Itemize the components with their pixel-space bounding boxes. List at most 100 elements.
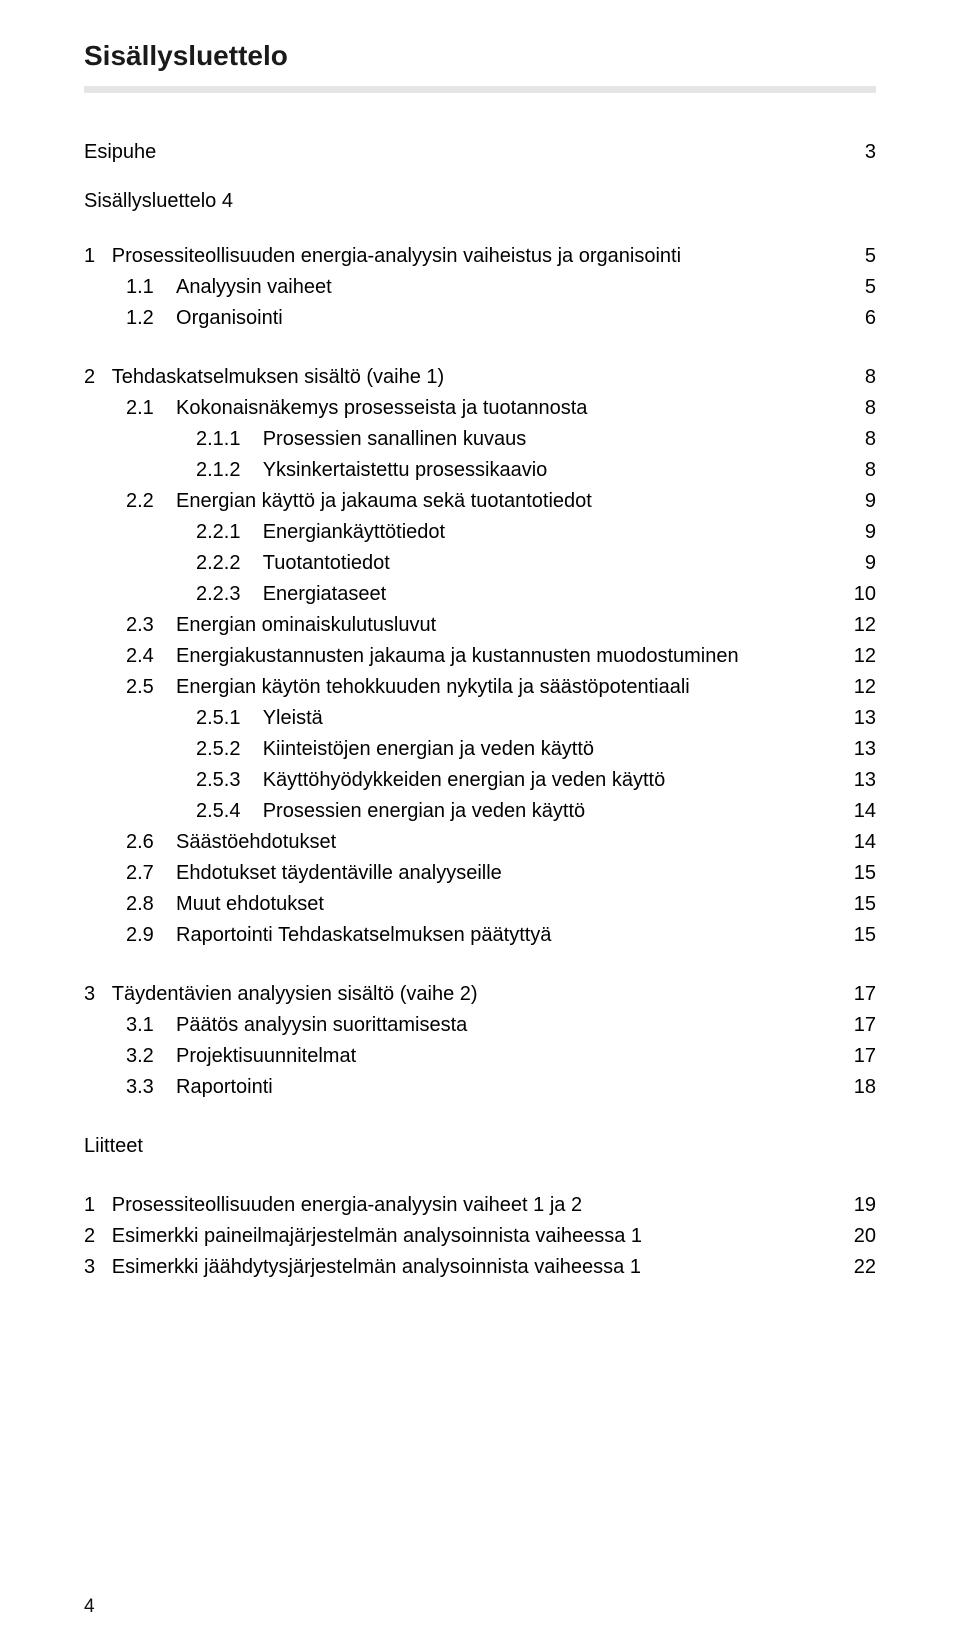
toc-entry: 2.6 Säästöehdotukset14 — [84, 827, 876, 858]
toc-section: 1 Prosessiteollisuuden energia-analyysin… — [84, 241, 876, 334]
toc-entry-page: 13 — [826, 734, 876, 765]
toc-entry: 2.5.1 Yleistä13 — [84, 703, 876, 734]
toc-entry-number: 2 — [84, 362, 112, 393]
front-matter-page — [826, 190, 876, 213]
toc-entry-text: Liitteet — [84, 1131, 826, 1162]
toc-section: Liitteet — [84, 1131, 876, 1162]
toc-entry-page: 17 — [826, 1010, 876, 1041]
toc-entry-page: 17 — [826, 1041, 876, 1072]
toc-entry-number: 3.2 — [126, 1041, 176, 1072]
toc-entry-page: 18 — [826, 1072, 876, 1103]
toc-entry-number: 1 — [84, 1190, 112, 1221]
toc-entry-number: 1.1 — [126, 272, 176, 303]
toc-entry-number: 2.5.1 — [196, 703, 263, 734]
toc-entry: 2.8 Muut ehdotukset15 — [84, 889, 876, 920]
toc-section: 2 Tehdaskatselmuksen sisältö (vaihe 1)82… — [84, 362, 876, 951]
toc-entry-page: 17 — [826, 979, 876, 1010]
toc-entry: 2.2.2 Tuotantotiedot9 — [84, 548, 876, 579]
toc-body: 1 Prosessiteollisuuden energia-analyysin… — [84, 241, 876, 1283]
toc-entry: 3.3 Raportointi18 — [84, 1072, 876, 1103]
toc-entry: 2.9 Raportointi Tehdaskatselmuksen pääty… — [84, 920, 876, 951]
toc-entry: 2.3 Energian ominaiskulutusluvut12 — [84, 610, 876, 641]
toc-entry-text: Kiinteistöjen energian ja veden käyttö — [263, 734, 826, 765]
toc-entry-text: Raportointi — [176, 1072, 826, 1103]
toc-entry-page: 12 — [826, 641, 876, 672]
toc-section: 1 Prosessiteollisuuden energia-analyysin… — [84, 1190, 876, 1283]
toc-entry-number: 3.3 — [126, 1072, 176, 1103]
front-matter: Esipuhe3 Sisällysluettelo 4 — [84, 141, 876, 213]
toc-entry-number: 2.5.3 — [196, 765, 263, 796]
toc-entry-text: Raportointi Tehdaskatselmuksen päätyttyä — [176, 920, 826, 951]
toc-entry: 3.1 Päätös analyysin suorittamisesta17 — [84, 1010, 876, 1041]
toc-entry-page: 8 — [826, 424, 876, 455]
toc-entry-page: 12 — [826, 672, 876, 703]
toc-entry-text: Säästöehdotukset — [176, 827, 826, 858]
toc-entry-page: 15 — [826, 889, 876, 920]
toc-entry-number: 2.6 — [126, 827, 176, 858]
toc-entry-number: 2.2.3 — [196, 579, 263, 610]
toc-entry-text: Prosessiteollisuuden energia-analyysin v… — [112, 241, 826, 272]
toc-entry-number: 2.7 — [126, 858, 176, 889]
toc-entry-number: 2.2.1 — [196, 517, 263, 548]
toc-entry: 2.4 Energiakustannusten jakauma ja kusta… — [84, 641, 876, 672]
toc-entry-text: Kokonaisnäkemys prosesseista ja tuotanno… — [176, 393, 826, 424]
toc-entry-text: Energiakustannusten jakauma ja kustannus… — [176, 641, 826, 672]
toc-entry-page: 12 — [826, 610, 876, 641]
footer-page-number: 4 — [84, 1596, 95, 1618]
front-matter-page: 3 — [826, 141, 876, 164]
toc-section: 3 Täydentävien analyysien sisältö (vaihe… — [84, 979, 876, 1103]
front-matter-label: Esipuhe — [84, 141, 826, 164]
toc-entry: Liitteet — [84, 1131, 876, 1162]
toc-entry: 2.5.4 Prosessien energian ja veden käytt… — [84, 796, 876, 827]
toc-entry: 3.2 Projektisuunnitelmat17 — [84, 1041, 876, 1072]
toc-entry-text: Esimerkki paineilmajärjestelmän analysoi… — [112, 1221, 826, 1252]
toc-entry-number: 1.2 — [126, 303, 176, 334]
toc-entry-page: 15 — [826, 920, 876, 951]
toc-entry-page: 13 — [826, 703, 876, 734]
toc-entry-text: Tuotantotiedot — [263, 548, 826, 579]
page-title: Sisällysluettelo — [84, 40, 876, 72]
toc-entry-text: Yksinkertaistettu prosessikaavio — [263, 455, 826, 486]
toc-entry-page: 9 — [826, 548, 876, 579]
horizontal-rule — [84, 86, 876, 93]
toc-entry-page: 15 — [826, 858, 876, 889]
toc-entry-text: Analyysin vaiheet — [176, 272, 826, 303]
toc-entry-text: Päätös analyysin suorittamisesta — [176, 1010, 826, 1041]
toc-entry-page: 13 — [826, 765, 876, 796]
toc-entry-page: 5 — [826, 241, 876, 272]
toc-entry-page: 10 — [826, 579, 876, 610]
toc-entry: 1 Prosessiteollisuuden energia-analyysin… — [84, 1190, 876, 1221]
toc-entry-number: 1 — [84, 241, 112, 272]
toc-entry: 2.2.3 Energiataseet10 — [84, 579, 876, 610]
toc-entry: 2.5.3 Käyttöhyödykkeiden energian ja ved… — [84, 765, 876, 796]
toc-entry-page: 6 — [826, 303, 876, 334]
toc-entry-page: 8 — [826, 393, 876, 424]
toc-entry-number: 2.5.2 — [196, 734, 263, 765]
toc-entry: 2.5.2 Kiinteistöjen energian ja veden kä… — [84, 734, 876, 765]
toc-entry-text: Energian käytön tehokkuuden nykytila ja … — [176, 672, 826, 703]
toc-entry-page: 14 — [826, 827, 876, 858]
toc-entry-page: 14 — [826, 796, 876, 827]
toc-entry-text: Esimerkki jäähdytysjärjestelmän analysoi… — [112, 1252, 826, 1283]
toc-entry-number: 2.1 — [126, 393, 176, 424]
toc-entry-number: 3.1 — [126, 1010, 176, 1041]
toc-entry-number: 2.1.1 — [196, 424, 263, 455]
toc-entry-text: Energian ominaiskulutusluvut — [176, 610, 826, 641]
toc-entry: 2.2.1 Energiankäyttötiedot9 — [84, 517, 876, 548]
toc-entry-text: Ehdotukset täydentäville analyyseille — [176, 858, 826, 889]
toc-entry-page: 20 — [826, 1221, 876, 1252]
toc-entry-text: Energiataseet — [263, 579, 826, 610]
toc-entry: 2.1.1 Prosessien sanallinen kuvaus8 — [84, 424, 876, 455]
page: Sisällysluettelo Esipuhe3Sisällysluettel… — [0, 0, 960, 1646]
toc-entry-number: 3 — [84, 1252, 112, 1283]
toc-entry-number: 2.2 — [126, 486, 176, 517]
toc-entry-text: Energiankäyttötiedot — [263, 517, 826, 548]
toc-entry-text: Prosessien energian ja veden käyttö — [263, 796, 826, 827]
front-matter-label: Sisällysluettelo 4 — [84, 190, 826, 213]
toc-entry-text: Projektisuunnitelmat — [176, 1041, 826, 1072]
toc-entry: 2.7 Ehdotukset täydentäville analyyseill… — [84, 858, 876, 889]
toc-entry-page: 5 — [826, 272, 876, 303]
toc-entry-page: 9 — [826, 486, 876, 517]
toc-entry: 2 Tehdaskatselmuksen sisältö (vaihe 1)8 — [84, 362, 876, 393]
toc-entry: 1 Prosessiteollisuuden energia-analyysin… — [84, 241, 876, 272]
